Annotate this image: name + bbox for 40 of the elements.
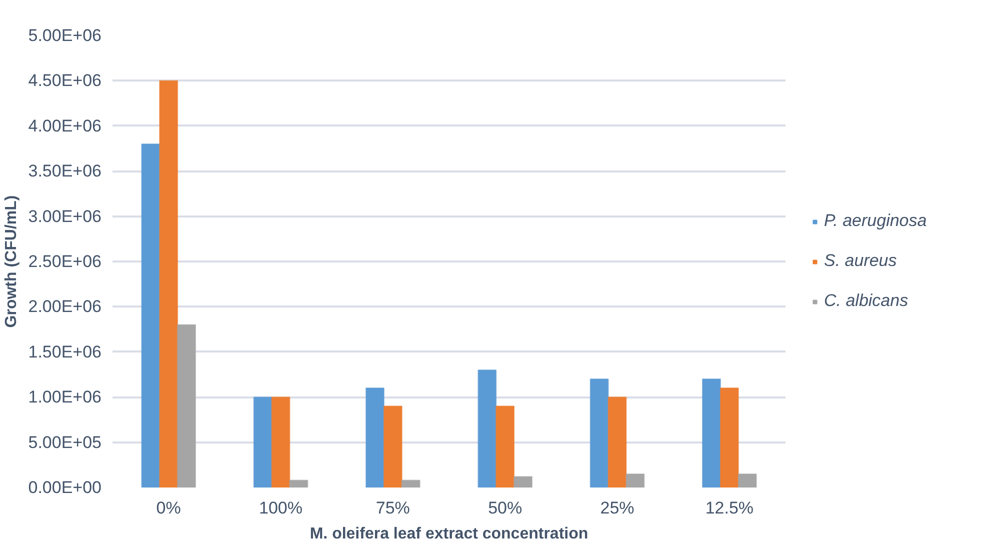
x-tick-label: 100% xyxy=(259,498,302,518)
y-tick-label: 5.00E+06 xyxy=(28,26,102,45)
y-axis-title: Growth (CFU/mL) xyxy=(3,195,20,328)
bar xyxy=(514,476,533,488)
x-tick-label: 75% xyxy=(376,498,410,518)
x-tick-label: 50% xyxy=(488,498,522,518)
x-axis-title: M. oleifera leaf extract concentration xyxy=(310,526,588,542)
bar xyxy=(365,388,384,488)
y-tick-label: 2.00E+06 xyxy=(28,297,102,316)
y-tick-label: 3.00E+06 xyxy=(28,206,102,226)
bar xyxy=(590,378,609,488)
bar xyxy=(626,473,645,488)
bar xyxy=(141,143,160,488)
bar xyxy=(401,480,420,488)
legend-label: C. albicans xyxy=(824,291,908,311)
bar xyxy=(177,324,196,488)
bar xyxy=(738,473,757,488)
x-tick-label: 0% xyxy=(156,498,181,518)
y-tick-label: 1.00E+06 xyxy=(28,388,102,407)
x-tick-label: 25% xyxy=(600,498,634,518)
bar xyxy=(289,480,308,488)
legend-label: S. aureus xyxy=(824,251,897,271)
y-tick-label: 5.00E+05 xyxy=(28,432,102,452)
y-tick-label: 1.50E+06 xyxy=(28,342,102,362)
bar xyxy=(253,396,272,488)
bar xyxy=(159,80,178,488)
y-tick-label: 4.50E+06 xyxy=(28,71,102,90)
bar xyxy=(271,396,290,488)
bar xyxy=(478,369,497,488)
bar xyxy=(496,406,515,488)
bar xyxy=(383,406,402,488)
bar xyxy=(608,396,627,488)
y-tick-label: 4.00E+06 xyxy=(28,116,102,136)
y-tick-label: 2.50E+06 xyxy=(28,252,102,271)
bar xyxy=(720,388,739,488)
bar xyxy=(702,378,721,488)
y-tick-label: 0.00E+00 xyxy=(28,478,102,497)
x-tick-label: 12.5% xyxy=(705,498,754,518)
y-tick-label: 3.50E+06 xyxy=(28,162,102,181)
legend-label: P. aeruginosa xyxy=(824,211,927,231)
